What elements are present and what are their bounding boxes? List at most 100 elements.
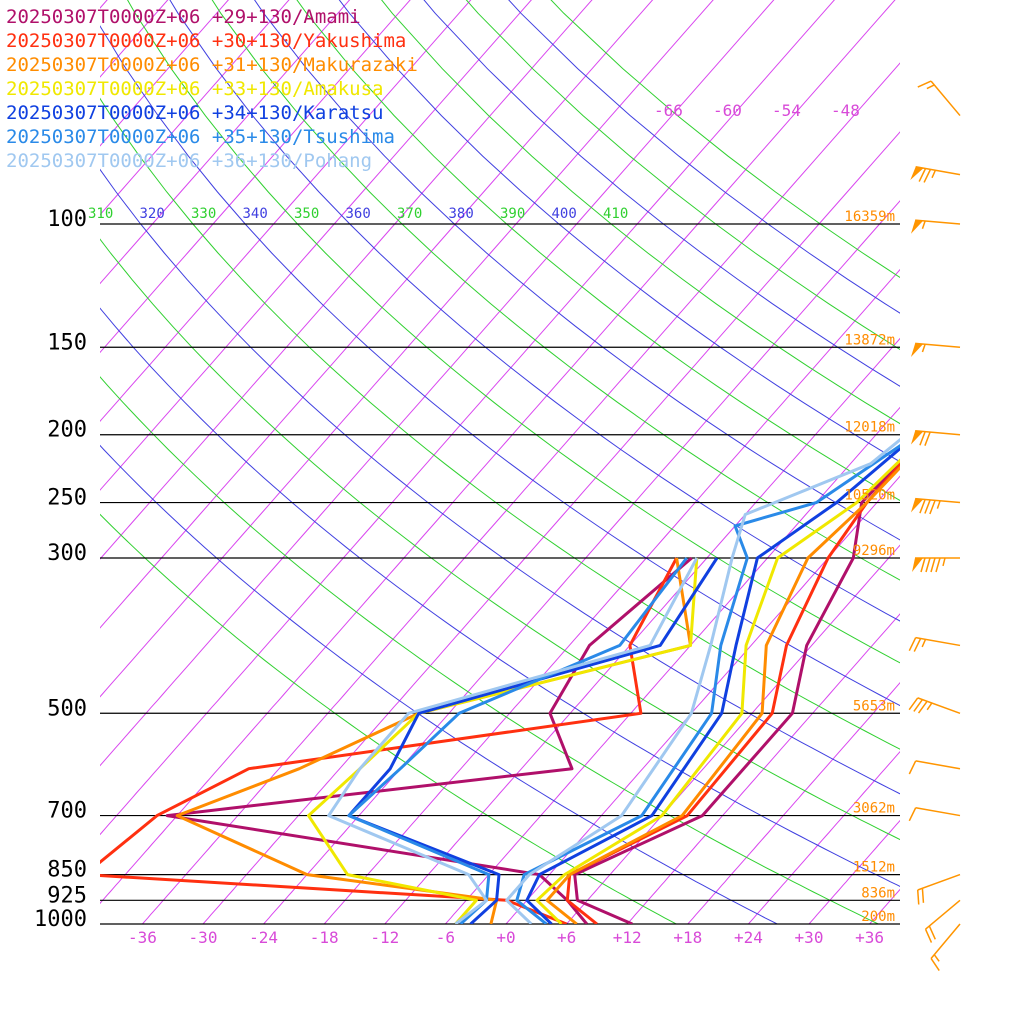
temperature-tick-label: +6 xyxy=(557,928,576,947)
legend-entry: 20250307T0000Z+06 +33+130/Amakusa xyxy=(6,78,384,100)
temperature-tick-label: -12 xyxy=(370,928,399,947)
dewpoint-line xyxy=(175,557,692,924)
dry-adiabat-line xyxy=(381,0,900,425)
wind-barb xyxy=(910,342,961,358)
theta-label: 380 xyxy=(449,206,474,222)
dry-adiabat-line xyxy=(100,97,900,750)
temperature-line xyxy=(573,460,900,924)
temperature-line xyxy=(525,446,900,924)
wind-barb-staff xyxy=(915,760,961,770)
temperature-tick-label: -6 xyxy=(436,928,455,947)
legend-entry: 20250307T0000Z+06 +30+130/Yakushima xyxy=(6,30,406,52)
dry-adiabat-line xyxy=(100,25,900,707)
dry-adiabat-line xyxy=(100,444,778,924)
wind-barb-half xyxy=(921,343,926,353)
wind-barb-staff xyxy=(917,697,961,714)
temperature-tick-label: +24 xyxy=(734,928,763,947)
wind-barb-half xyxy=(921,639,927,648)
isotherm-line xyxy=(263,200,900,924)
temperature-line xyxy=(515,444,900,924)
upper-temperature-label: -54 xyxy=(772,101,801,120)
legend-entry: 20250307T0000Z+06 +31+130/Makurazaki xyxy=(6,54,418,76)
theta-label: 330 xyxy=(191,206,216,222)
isotherm-line xyxy=(808,819,900,924)
wind-barb-full xyxy=(913,699,924,712)
isotherm-line xyxy=(100,0,593,560)
dry-adiabat-line xyxy=(296,0,900,502)
theta-label: 410 xyxy=(603,206,628,222)
wind-barb-half xyxy=(933,954,940,962)
dewpoint-line xyxy=(100,557,678,924)
temperature-tick-label: -18 xyxy=(310,928,339,947)
wind-barb-full xyxy=(924,499,931,514)
height-label: 3062m xyxy=(853,801,895,817)
wind-barb-flag xyxy=(910,498,924,513)
wind-barb xyxy=(930,923,961,971)
wind-barb xyxy=(910,497,961,515)
isotherm-line xyxy=(100,0,654,629)
wind-barb-full xyxy=(913,638,922,652)
height-label: 16359m xyxy=(844,209,895,225)
dry-adiabat-line xyxy=(254,0,900,541)
height-label: 12018m xyxy=(844,420,895,436)
temperature-line xyxy=(505,437,900,924)
pressure-label: 500 xyxy=(47,696,87,721)
wind-barb-full xyxy=(935,557,941,573)
wind-barb-half xyxy=(931,169,937,179)
wind-barb-full xyxy=(908,637,917,652)
dry-adiabat-line xyxy=(338,0,900,463)
pressure-label: 850 xyxy=(47,858,87,883)
height-label: 1512m xyxy=(853,860,895,876)
wind-barb-staff xyxy=(915,430,961,436)
legend: 20250307T0000Z+06 +29+130/Amami20250307T… xyxy=(6,6,418,172)
theta-label: 370 xyxy=(397,206,422,222)
theta-label: 320 xyxy=(140,206,165,222)
isotherm-line xyxy=(566,544,900,924)
wind-barb-full xyxy=(917,700,928,714)
legend-entry: 20250307T0000Z+06 +29+130/Amami xyxy=(6,6,361,28)
wind-barb xyxy=(908,760,961,775)
wind-barb xyxy=(908,636,961,652)
pressure-label: 200 xyxy=(47,418,87,443)
wind-barb xyxy=(908,807,961,822)
legend-entry: 20250307T0000Z+06 +35+130/Tsushima xyxy=(6,126,395,148)
isotherm-line xyxy=(445,406,900,924)
wind-barb-full xyxy=(929,500,936,515)
isotherm-line xyxy=(687,682,900,924)
wind-barb-staff xyxy=(915,807,961,817)
isotherm-line xyxy=(748,750,900,924)
temperature-line xyxy=(535,458,900,924)
wind-barb-full xyxy=(908,697,919,711)
legend-entry: 20250307T0000Z+06 +34+130/Karatsu xyxy=(6,102,384,124)
theta-label: 350 xyxy=(294,206,319,222)
wind-barb-flag xyxy=(912,557,923,572)
temperature-line xyxy=(545,465,900,924)
dewpoint-line xyxy=(307,557,699,924)
wind-barb xyxy=(912,557,960,573)
upper-temperature-label: -66 xyxy=(654,101,683,120)
pressure-label: 300 xyxy=(47,541,87,566)
pressure-label: 150 xyxy=(47,330,87,355)
pressure-grid xyxy=(100,223,900,925)
wind-barb-flag xyxy=(910,430,924,445)
wind-barb-staff xyxy=(925,899,961,930)
wind-barb-full xyxy=(919,499,926,514)
temperature-tick-label: -30 xyxy=(189,928,218,947)
wind-barb xyxy=(916,873,961,905)
theta-label: 390 xyxy=(500,206,525,222)
wind-barb-half xyxy=(942,557,946,567)
isotherm-line xyxy=(505,475,900,924)
wind-barb-staff xyxy=(915,636,961,647)
wind-barb-full xyxy=(916,889,920,905)
wind-barb xyxy=(910,166,961,183)
pressure-label: 250 xyxy=(47,486,87,511)
height-label: 5653m xyxy=(853,698,895,714)
dewpoint-line xyxy=(347,557,719,924)
isotherm-line xyxy=(100,0,532,491)
pressure-label: 1000 xyxy=(34,907,87,932)
height-label: 200m xyxy=(861,909,895,925)
temperature-tick-label: -24 xyxy=(249,928,278,947)
theta-label: 360 xyxy=(346,206,371,222)
wind-barb-full xyxy=(930,958,940,971)
